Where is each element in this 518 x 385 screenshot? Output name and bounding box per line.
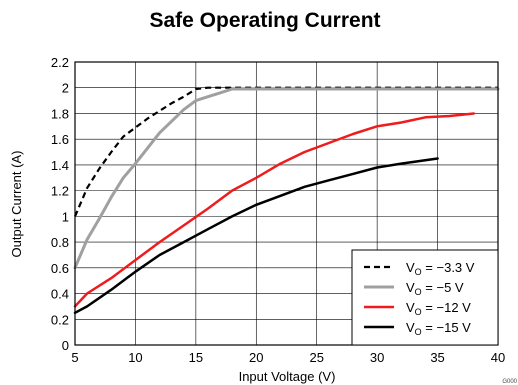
legend-label-sub: O xyxy=(415,327,422,337)
y-tick-label: 1.4 xyxy=(51,158,69,173)
x-tick-labels: 5 10 15 20 25 30 35 40 xyxy=(71,350,505,365)
legend-label-3: VO = −12 V xyxy=(406,300,471,317)
x-tick-label: 10 xyxy=(128,350,142,365)
y-tick-label: 1.2 xyxy=(51,184,69,199)
legend-label-4: VO = −15 V xyxy=(406,320,471,337)
chart-title: Safe Operating Current xyxy=(149,9,380,32)
y-tick-label: 1.8 xyxy=(51,106,69,121)
legend-label-main: V xyxy=(406,280,415,295)
y-tick-label: 0.6 xyxy=(51,261,69,276)
legend-label-sub: O xyxy=(415,267,422,277)
grid xyxy=(75,62,498,345)
plot-frame xyxy=(74,61,499,346)
x-axis-label: Input Voltage (V) xyxy=(239,369,336,384)
legend-label-sub: O xyxy=(415,287,422,297)
legend-label-1: VO = −3.3 V xyxy=(406,260,475,277)
legend-label-2: VO = −5 V xyxy=(406,280,464,297)
x-tick-label: 35 xyxy=(430,350,444,365)
y-tick-label: 1.6 xyxy=(51,132,69,147)
y-tick-label: 0.4 xyxy=(51,287,69,302)
x-tick-label: 30 xyxy=(370,350,384,365)
legend-label-main: V xyxy=(406,260,415,275)
series-line-3 xyxy=(73,112,476,308)
x-tick-label: 25 xyxy=(309,350,323,365)
y-axis-label: Output Current (A) xyxy=(9,151,24,258)
y-tick-label: 1 xyxy=(62,209,69,224)
legend-label-rest: = −5 V xyxy=(422,280,464,295)
series-line-4 xyxy=(73,157,439,315)
series-layer xyxy=(73,86,500,315)
legend-label-rest: = −12 V xyxy=(422,300,471,315)
x-tick-label: 15 xyxy=(189,350,203,365)
series-line-2 xyxy=(73,87,500,270)
y-tick-label: 0.8 xyxy=(51,235,69,250)
x-tick-label: 40 xyxy=(491,350,505,365)
legend-label-main: V xyxy=(406,320,415,335)
legend-label-main: V xyxy=(406,300,415,315)
y-tick-label: 2.2 xyxy=(51,55,69,70)
legend-label-sub: O xyxy=(415,307,422,317)
figure-code: G000 xyxy=(502,379,517,385)
x-tick-label: 5 xyxy=(71,350,78,365)
legend-label-rest: = −3.3 V xyxy=(422,260,475,275)
y-tick-label: 0.2 xyxy=(51,312,69,327)
legend-label-rest: = −15 V xyxy=(422,320,471,335)
x-tick-label: 20 xyxy=(249,350,263,365)
y-tick-label: 2 xyxy=(62,81,69,96)
legend: VO = −3.3 VVO = −5 VVO = −12 VVO = −15 V xyxy=(351,249,499,346)
y-tick-labels: 0 0.2 0.4 0.6 0.8 1 1.2 1.4 1.6 1.8 2 2.2 xyxy=(51,55,69,353)
legend-box xyxy=(351,249,499,346)
y-tick-label: 0 xyxy=(62,338,69,353)
